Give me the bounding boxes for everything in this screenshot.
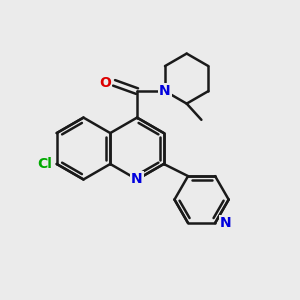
Text: N: N xyxy=(131,172,143,186)
Text: Cl: Cl xyxy=(38,157,52,171)
Text: N: N xyxy=(159,84,171,98)
Text: N: N xyxy=(220,216,231,230)
Text: O: O xyxy=(99,76,111,90)
